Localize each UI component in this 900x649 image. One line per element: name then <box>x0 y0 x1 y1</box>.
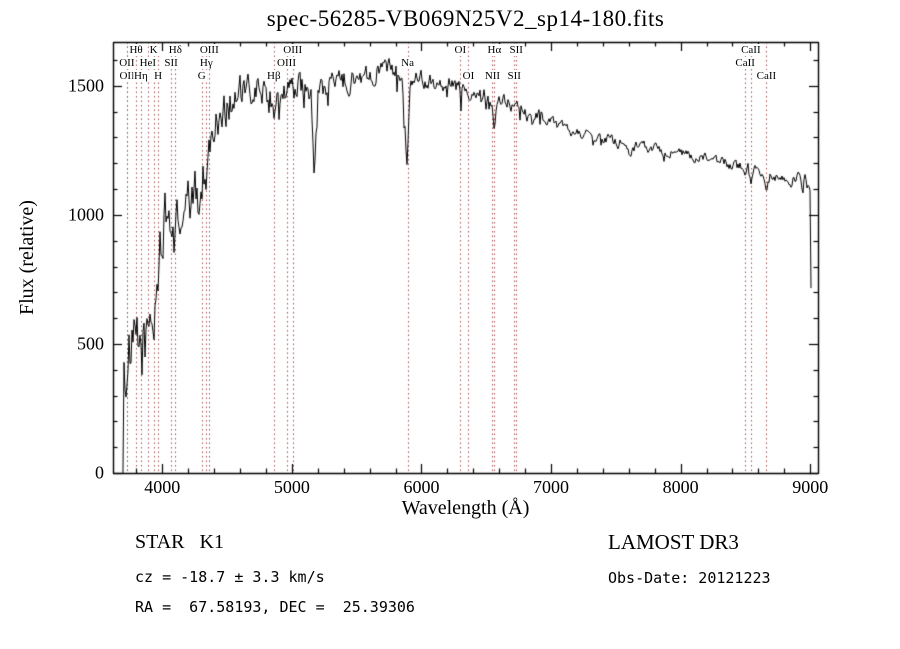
x-tick-label: 5000 <box>273 477 310 497</box>
spectral-line-label-h-3968: H <box>153 70 164 82</box>
y-axis-label: Flux (relative) <box>16 200 38 315</box>
spectral-line-label-oiii-4959: OIII <box>276 57 297 69</box>
y-tick-label: 500 <box>77 333 104 354</box>
x-tick-label: 8000 <box>662 477 699 497</box>
spectral-line-label-g-4305: G <box>196 70 207 82</box>
spectral-line-label-caii-8498: CaII <box>734 57 756 69</box>
x-tick-label: 4000 <box>144 477 181 497</box>
spectral-line-label-hβ-4861: Hβ <box>266 70 282 82</box>
spectral-line-label-oi-6300: OI <box>453 44 468 56</box>
spectral-line-label-caii-8542: CaII <box>740 44 762 56</box>
spectral-line-label-hδ-4101: Hδ <box>167 44 183 56</box>
spectral-line-label-nii-6548: NII <box>483 70 502 82</box>
plot-title: spec-56285-VB069N25V2_sp14-180.fits <box>266 6 665 31</box>
spectral-line-label-sii-6731: SII <box>508 44 524 56</box>
x-tick-label: 9000 <box>792 477 829 497</box>
spectral-line-label-oii-3729: OII <box>118 70 136 82</box>
spectral-line-label-oii-3727: OII <box>118 57 136 69</box>
y-tick-label: 1000 <box>68 204 104 225</box>
survey-text: LAMOST DR3 <box>608 530 739 554</box>
spectral-line-label-caii-8662: CaII <box>755 70 778 82</box>
spectral-line-label-hα-6563: Hα <box>486 44 503 56</box>
y-tick-label: 0 <box>95 462 104 483</box>
spectral-line-label-na-5893: Na <box>400 57 415 69</box>
spectral-line-label-k-3933: K <box>148 44 159 56</box>
spectral-line-label-hη-3835: Hη <box>133 70 149 82</box>
y-tick-label: 1500 <box>68 75 104 96</box>
spectral-line-label-sii-6716: SII <box>506 70 522 82</box>
spectral-line-label-oiii-5007: OIII <box>282 44 304 56</box>
spectral-line-label-oi-6363: OI <box>461 70 476 82</box>
spectral-line-label-hγ-4340: Hγ <box>198 57 214 69</box>
cz-text: cz = -18.7 ± 3.3 km/s <box>135 568 325 586</box>
spectral-line-label-hei-3889: HeI <box>138 57 158 69</box>
x-tick-label: 6000 <box>403 477 440 497</box>
spectral-line-label-oiii-4363: OIII <box>198 44 220 56</box>
spectral-line-label-hθ-3798: Hθ <box>128 44 144 56</box>
x-tick-label: 7000 <box>533 477 570 497</box>
spectral-line-label-sii-4068: SII <box>163 57 179 69</box>
object-type-text: STAR K1 <box>135 531 224 553</box>
obs-date-text: Obs-Date: 20121223 <box>608 569 771 587</box>
coords-text: RA = 67.58193, DEC = 25.39306 <box>135 598 415 616</box>
x-axis-label: Wavelength (Å) <box>401 497 530 519</box>
